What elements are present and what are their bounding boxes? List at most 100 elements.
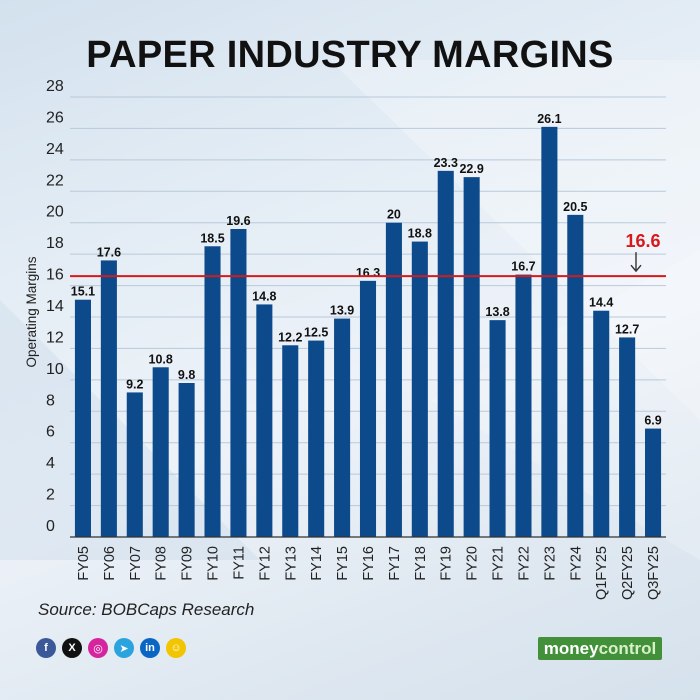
x-tick-label: FY24	[568, 546, 584, 581]
y-tick-label: 4	[46, 455, 55, 472]
bar	[359, 280, 377, 537]
y-tick-label: 28	[46, 78, 64, 95]
chart-title: PAPER INDUSTRY MARGINS	[86, 34, 614, 76]
value-labels: 15.117.69.210.89.818.519.614.812.2 12.513…	[71, 112, 662, 428]
x-tick-label: FY22	[516, 546, 532, 581]
data-label: 14.4	[589, 296, 613, 310]
x-tick-label: FY10	[206, 546, 222, 581]
y-tick-label: 16	[46, 267, 64, 284]
source-note: Source: BOBCaps Research	[38, 600, 255, 619]
data-label: 23.3	[434, 156, 458, 170]
brand-part-2: control	[598, 638, 657, 658]
x-tick-label: FY07	[128, 546, 144, 581]
y-tick-label: 20	[46, 204, 64, 221]
reference-line-label: 16.6	[625, 231, 660, 251]
x-tick-label: FY15	[335, 546, 351, 581]
data-label: 13.9	[330, 304, 354, 318]
data-label: 12.7	[615, 322, 639, 336]
data-label: 13.8	[485, 305, 509, 319]
y-axis-label: Operating Margins	[24, 256, 39, 367]
data-label: 16.3	[356, 266, 380, 280]
y-tick-label: 18	[46, 235, 64, 252]
bar	[334, 318, 351, 537]
data-label: 10.8	[149, 352, 173, 366]
y-tick-label: 24	[46, 141, 64, 158]
x-tick-label: FY06	[102, 546, 118, 581]
snapchat-icon[interactable]: ☺	[166, 638, 186, 658]
y-tick-label: 12	[46, 329, 64, 346]
bar	[204, 246, 221, 538]
y-tick-label: 26	[46, 109, 64, 126]
social-links: f X ◎ ➤ in ☺	[36, 638, 186, 658]
x-icon[interactable]: X	[62, 638, 82, 658]
bar	[463, 177, 480, 537]
data-label: 17.6	[97, 245, 121, 259]
bar	[437, 170, 454, 537]
data-label: 20	[387, 208, 401, 222]
y-tick-label: 14	[46, 298, 64, 315]
bar	[619, 337, 636, 537]
data-label: 6.9	[644, 414, 661, 428]
bar	[178, 383, 195, 537]
bar	[230, 229, 247, 537]
data-label: 19.6	[226, 214, 250, 228]
instagram-icon[interactable]: ◎	[88, 638, 108, 658]
data-label: 12.5	[304, 326, 328, 340]
y-tick-label: 22	[46, 172, 64, 189]
x-tick-label: FY13	[283, 546, 299, 581]
x-tick-label: FY18	[413, 546, 429, 581]
x-tick-label: FY12	[257, 546, 273, 581]
bar	[152, 367, 169, 537]
x-tick-label: FY08	[154, 546, 170, 581]
bar	[489, 320, 506, 537]
x-tick-label: FY11	[231, 546, 247, 580]
telegram-icon[interactable]: ➤	[114, 638, 134, 658]
x-tick-label: FY21	[491, 546, 507, 581]
x-tick-label: FY23	[542, 546, 558, 581]
data-label: 9.2	[126, 377, 143, 391]
brand-logo: money control	[538, 637, 662, 660]
bar	[645, 428, 662, 537]
x-tick-label: FY09	[180, 546, 196, 581]
x-tick-label: FY19	[439, 546, 455, 581]
y-tick-label: 6	[46, 424, 55, 441]
x-tick-label: FY05	[76, 546, 92, 581]
y-tick-label: 2	[46, 487, 55, 504]
data-label: 12.2	[278, 330, 302, 344]
bars	[74, 126, 662, 538]
bar	[567, 214, 584, 537]
bar	[74, 299, 91, 537]
data-label: 16.7	[511, 260, 535, 274]
x-axis-tick-labels: FY05 FY06 FY07 FY08 FY09 FY10 FY11 FY12 FY13 FY14…	[76, 546, 662, 600]
data-label: 14.8	[252, 289, 276, 303]
facebook-icon[interactable]: f	[36, 638, 56, 658]
bar	[100, 260, 117, 537]
x-tick-label: FY20	[465, 546, 481, 581]
bar	[541, 126, 558, 537]
data-label: 22.9	[459, 162, 483, 176]
y-tick-label: 0	[46, 518, 55, 535]
bar	[282, 345, 299, 537]
data-label: 18.8	[408, 227, 432, 241]
data-label: 15.1	[71, 285, 95, 299]
y-tick-label: 10	[46, 361, 64, 378]
bar	[593, 310, 610, 537]
data-label: 20.5	[563, 200, 587, 214]
linkedin-icon[interactable]: in	[140, 638, 160, 658]
x-tick-label: Q2FY25	[620, 546, 636, 600]
x-tick-label: FY17	[387, 546, 403, 581]
bar	[126, 392, 143, 537]
x-tick-label: Q1FY25	[594, 546, 610, 600]
y-tick-label: 8	[46, 392, 55, 409]
bar	[256, 304, 273, 537]
data-label: 18.5	[200, 231, 224, 245]
brand-part-1: money	[543, 638, 599, 658]
x-tick-label: FY16	[361, 546, 377, 581]
down-arrow-icon	[630, 252, 642, 273]
data-label: 26.1	[537, 112, 561, 126]
bar	[515, 274, 532, 537]
bar	[308, 340, 325, 537]
x-tick-label: FY14	[309, 546, 325, 581]
